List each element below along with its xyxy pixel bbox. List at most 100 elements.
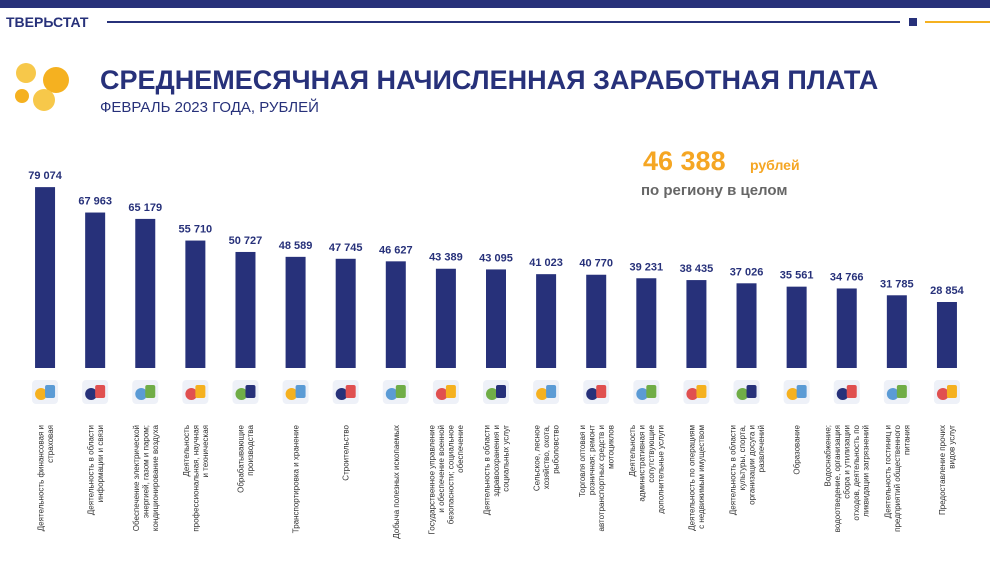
icon-detail <box>546 385 557 398</box>
category-icon <box>483 380 509 404</box>
value-label: 35 561 <box>780 270 814 282</box>
icon-dot <box>736 388 749 400</box>
total-unit: рублей <box>750 157 800 173</box>
category-label-line: развлечений <box>757 425 766 475</box>
icon-detail <box>796 385 807 398</box>
category-icon <box>382 380 409 404</box>
value-label: 37 026 <box>730 266 764 278</box>
value-label: 38 435 <box>680 263 714 275</box>
value-label: 65 179 <box>128 202 162 214</box>
category-label-line: обеспечение <box>456 424 465 475</box>
bar <box>285 256 306 368</box>
category-label: Деятельность гостиниц и предприятий обще… <box>883 424 911 534</box>
icon-detail <box>746 385 757 398</box>
value-label: 43 095 <box>479 252 513 264</box>
category-icon <box>633 380 660 404</box>
header-square <box>909 18 917 26</box>
bar <box>385 261 406 368</box>
category-icon <box>82 380 109 404</box>
category-label: Сельское, лесное хозяйство, охота, рыбол… <box>533 424 561 491</box>
category-label-line: отходов, деятельность по <box>852 424 861 522</box>
category-label-line: производства <box>246 424 255 478</box>
category-label-line: питания <box>902 425 911 457</box>
category-icon <box>933 380 960 404</box>
icon-dot <box>335 388 348 400</box>
icon-detail <box>345 385 356 398</box>
icon-dot <box>836 388 849 400</box>
category-label: Водоснабжение; водоотведение, организаци… <box>824 424 871 534</box>
category-label-line: Строительство <box>342 424 351 480</box>
category-label-line: хозяйство, охота, <box>542 425 551 491</box>
category-label-line: водоотведение, организация <box>833 425 842 535</box>
icon-dot <box>85 388 98 400</box>
category-label-line: видов услуг <box>948 425 957 471</box>
category-label-line: административная и <box>638 425 647 504</box>
category-icon <box>432 380 459 404</box>
icon-detail <box>646 385 657 398</box>
category-icon <box>583 380 610 404</box>
category-label: Деятельность финансовая и страховая <box>36 425 55 531</box>
category-label-line: кондиционирование воздуха <box>151 424 160 533</box>
category-label-line: розничная; ремонт <box>587 425 596 498</box>
category-label-line: Деятельность <box>628 425 637 477</box>
icon-detail <box>846 385 857 398</box>
category-label-line: социальных услуг <box>502 425 511 494</box>
icon-dot <box>636 388 649 400</box>
category-label-line: предприятий общественного <box>893 424 902 534</box>
category-label: Деятельность административная и сопутств… <box>628 424 666 515</box>
icon-dot <box>936 388 949 400</box>
category-label-line: энергией, газом и паром; <box>141 425 150 520</box>
category-label-line: ликвидации загрязнений <box>862 425 871 519</box>
value-label: 46 627 <box>379 244 413 256</box>
total-value: 46 388 <box>643 146 726 176</box>
category-label-line: и техническая <box>201 425 210 480</box>
category-label-line: страховая <box>46 425 55 465</box>
bar <box>586 274 607 368</box>
category-label: Образование <box>793 424 802 474</box>
category-label-line: Деятельность гостиниц и <box>883 425 892 518</box>
category-label-line: Деятельность в области <box>728 425 737 515</box>
icon-detail <box>395 385 406 398</box>
category-label-line: Деятельность по операциям <box>688 425 697 531</box>
icon-dot <box>135 388 148 400</box>
icon-detail <box>95 385 106 398</box>
icon-detail <box>596 385 607 398</box>
value-label: 50 727 <box>229 235 263 247</box>
icon-dot <box>185 388 198 400</box>
category-label-line: Деятельность в области <box>86 425 95 515</box>
category-label: Торговля оптовая и розничная; ремонт авт… <box>578 425 616 534</box>
value-label: 67 963 <box>78 196 112 208</box>
icon-dot <box>536 388 549 400</box>
category-label-line: Государственное управление <box>428 424 437 534</box>
category-label: Государственное управление и обеспечение… <box>428 424 466 534</box>
category-icon <box>232 380 259 404</box>
category-icon <box>182 380 209 404</box>
category-label-line: рыболовство <box>552 424 561 475</box>
value-label: 41 023 <box>529 257 563 269</box>
category-label-line: безопасности; социальное <box>447 424 456 526</box>
bar <box>85 212 106 368</box>
category-label-line: Водоснабжение; <box>824 425 833 486</box>
category-icon <box>332 380 359 404</box>
category-label-line: Сельское, лесное <box>533 424 542 491</box>
category-icon <box>282 380 309 404</box>
category-icon <box>883 380 910 404</box>
coins-icon <box>15 63 69 111</box>
bar <box>836 288 857 368</box>
value-label: 79 074 <box>28 170 63 182</box>
category-label: Строительство <box>342 424 351 480</box>
value-label: 43 389 <box>429 252 463 264</box>
bar <box>886 295 907 368</box>
category-label-line: организации досуга и <box>747 425 756 507</box>
category-icon <box>683 380 710 404</box>
category-label: Предоставление прочих видов услуг <box>938 425 957 515</box>
icon-dot <box>435 388 448 400</box>
icon-detail <box>896 385 907 398</box>
category-label-line: Транспортировка и хранение <box>292 424 301 533</box>
category-icon <box>733 380 760 404</box>
value-label: 31 785 <box>880 278 914 290</box>
category-label-line: с недвижимым имуществом <box>697 425 706 531</box>
category-icon <box>783 380 810 404</box>
bar <box>736 283 757 368</box>
value-label: 34 766 <box>830 271 864 283</box>
